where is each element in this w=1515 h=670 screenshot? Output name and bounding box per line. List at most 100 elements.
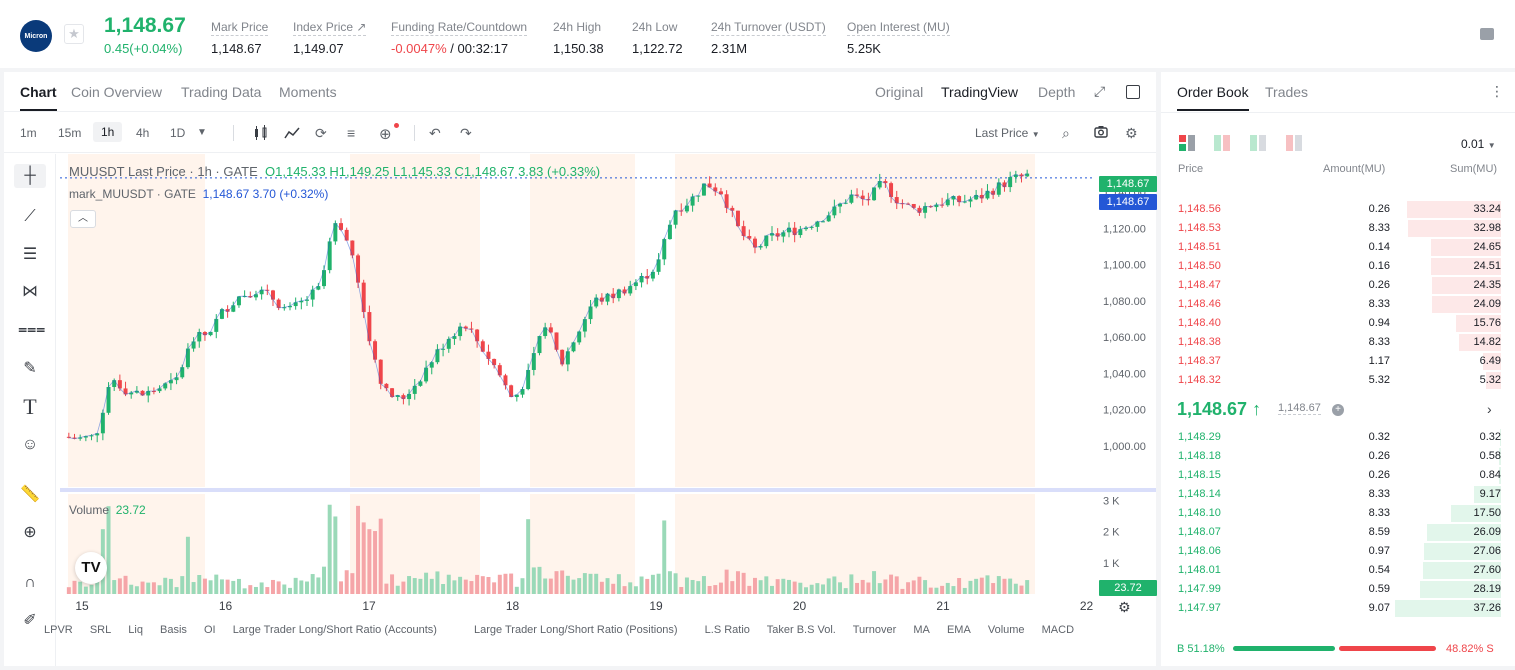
view-original[interactable]: Original	[875, 84, 924, 100]
bid-row[interactable]: 1,147.97 9.07 37.26	[1161, 599, 1515, 618]
bid-row[interactable]: 1,148.14 8.33 9.17	[1161, 485, 1515, 504]
view-both-icon[interactable]	[1179, 135, 1195, 151]
bid-row[interactable]: 1,148.06 0.97 27.06	[1161, 542, 1515, 561]
ask-row[interactable]: 1,148.51 0.14 24.65	[1161, 238, 1515, 257]
view-tradingview[interactable]: TradingView	[941, 84, 1019, 100]
stat-label[interactable]: 24h Turnover (USDT)	[711, 20, 826, 36]
indicator-basis[interactable]: Basis	[160, 624, 187, 636]
text-icon[interactable]: T	[23, 394, 37, 419]
view-bids-icon[interactable]	[1250, 135, 1266, 151]
open-value: O1,145.33	[265, 164, 326, 179]
tab-trades[interactable]: Trades	[1265, 84, 1309, 100]
timeframe-1m[interactable]: 1m	[20, 126, 37, 140]
indicator-volume[interactable]: Volume	[987, 624, 1025, 636]
candle-body	[611, 293, 616, 299]
indicator-lpvr[interactable]: LPVR	[44, 624, 73, 636]
pattern-icon[interactable]: ⋈	[22, 283, 38, 300]
trendline-icon[interactable]: ⟋	[24, 208, 36, 225]
chart-settings-icon[interactable]: ⚙	[1118, 599, 1131, 615]
stat-label[interactable]: Mark Price	[211, 20, 269, 36]
ask-row[interactable]: 1,148.47 0.26 24.35	[1161, 276, 1515, 295]
favorite-star-icon[interactable]: ★	[64, 24, 84, 44]
ask-row[interactable]: 1,148.40 0.94 15.76	[1161, 314, 1515, 333]
chevron-down-icon[interactable]: ▼	[197, 127, 207, 138]
projection-icon[interactable]: ⩶	[18, 321, 46, 338]
lock-drawing-icon[interactable]: ✐	[23, 612, 37, 629]
crosshair-icon[interactable]: ┼	[14, 164, 46, 188]
bid-row[interactable]: 1,148.18 0.26 0.58	[1161, 447, 1515, 466]
redo-icon[interactable]: ↷	[460, 125, 472, 141]
settings-icon[interactable]: ⚙	[1125, 125, 1138, 141]
indicator-taker-vol[interactable]: Taker B.S Vol.	[766, 624, 836, 636]
tab-moments[interactable]: Moments	[279, 84, 337, 100]
precision-select[interactable]: 0.01 ▼	[1461, 137, 1496, 151]
ask-row[interactable]: 1,148.38 8.33 14.82	[1161, 333, 1515, 352]
magnet-icon[interactable]: ∩	[24, 574, 36, 591]
indicator-liq[interactable]: Liq	[128, 624, 143, 636]
chevron-right-icon[interactable]: ›	[1487, 401, 1492, 417]
tab-trading-data[interactable]: Trading Data	[181, 84, 262, 100]
more-icon[interactable]: ⋮	[1490, 83, 1504, 99]
refresh-icon[interactable]: ⟳	[315, 125, 327, 141]
tab-coin-overview[interactable]: Coin Overview	[71, 84, 163, 100]
ask-row[interactable]: 1,148.37 1.17 6.49	[1161, 352, 1515, 371]
search-icon[interactable]: ⌕	[1062, 125, 1070, 141]
indicator-oi[interactable]: OI	[204, 624, 216, 636]
price-type-select[interactable]: Last Price ▼	[975, 126, 1040, 140]
view-bids-asks-icon[interactable]	[1214, 135, 1230, 151]
emoji-icon[interactable]: ☺	[21, 436, 39, 453]
bid-row[interactable]: 1,148.01 0.54 27.60	[1161, 561, 1515, 580]
indicator-srl[interactable]: SRL	[89, 624, 112, 636]
indicator-ls-accounts[interactable]: Large Trader Long/Short Ratio (Accounts)	[232, 624, 437, 636]
view-depth[interactable]: Depth	[1038, 84, 1076, 100]
ask-row[interactable]: 1,148.32 5.32 5.32	[1161, 371, 1515, 390]
indicator-ls-ratio[interactable]: L.S Ratio	[704, 624, 750, 636]
bid-row[interactable]: 1,147.99 0.59 28.19	[1161, 580, 1515, 599]
timeframe-15m[interactable]: 15m	[58, 126, 82, 140]
ask-row[interactable]: 1,148.56 0.26 33.24	[1161, 200, 1515, 219]
camera-icon[interactable]	[1094, 125, 1108, 141]
timeframe-1h[interactable]: 1h	[93, 122, 123, 142]
volume-bar	[877, 583, 882, 594]
info-icon[interactable]: +	[1332, 404, 1344, 416]
candle-body	[974, 194, 979, 200]
indicator-ls-positions[interactable]: Large Trader Long/Short Ratio (Positions…	[473, 624, 678, 636]
indicators-icon[interactable]	[284, 125, 300, 144]
chart-plot-area[interactable]: 1,140.001,120.001,100.001,080.001,060.00…	[60, 154, 1157, 666]
brush-icon[interactable]: ✎	[23, 360, 37, 377]
timeframe-1d[interactable]: 1D	[170, 126, 186, 140]
ask-row[interactable]: 1,148.50 0.16 24.51	[1161, 257, 1515, 276]
ruler-icon[interactable]: 📏	[20, 486, 40, 503]
bid-row[interactable]: 1,148.07 8.59 26.09	[1161, 523, 1515, 542]
stat-label[interactable]: Funding Rate/Countdown	[391, 20, 528, 36]
book-icon[interactable]	[1480, 28, 1494, 40]
volume-bar	[78, 581, 83, 594]
bid-row[interactable]: 1,148.29 0.32 0.32	[1161, 428, 1515, 447]
zoom-in-icon[interactable]: ⊕	[23, 524, 37, 541]
candlestick-chart[interactable]: 1,140.001,120.001,100.001,080.001,060.00…	[60, 154, 1156, 666]
window-icon[interactable]	[1126, 85, 1140, 99]
indicator-macd[interactable]: MACD	[1041, 624, 1075, 636]
tab-chart[interactable]: Chart	[20, 84, 57, 111]
volume-bar	[622, 586, 627, 594]
indicator-ma[interactable]: MA	[913, 624, 930, 636]
tab-order-book[interactable]: Order Book	[1177, 84, 1249, 111]
stat-label[interactable]: Open Interest (MU)	[847, 20, 950, 36]
candles-icon[interactable]	[253, 125, 269, 144]
collapse-legend-button[interactable]: ︿	[70, 210, 96, 228]
bid-row[interactable]: 1,148.10 8.33 17.50	[1161, 504, 1515, 523]
templates-icon[interactable]: ≡	[347, 125, 356, 141]
bid-row[interactable]: 1,148.15 0.26 0.84	[1161, 466, 1515, 485]
indicator-turnover[interactable]: Turnover	[852, 624, 897, 636]
add-indicator-icon[interactable]: ⊕	[379, 123, 399, 143]
indicator-ema[interactable]: EMA	[946, 624, 971, 636]
expand-icon[interactable]: ⤢	[1094, 83, 1106, 99]
stat-label[interactable]: Index Price ↗	[293, 20, 367, 36]
tradingview-logo[interactable]: TV	[75, 552, 107, 584]
ask-row[interactable]: 1,148.53 8.33 32.98	[1161, 219, 1515, 238]
timeframe-4h[interactable]: 4h	[136, 126, 150, 140]
fib-lines-icon[interactable]: ☰	[22, 246, 38, 263]
ask-row[interactable]: 1,148.46 8.33 24.09	[1161, 295, 1515, 314]
view-asks-icon[interactable]	[1286, 135, 1302, 151]
undo-icon[interactable]: ↶	[429, 125, 441, 141]
